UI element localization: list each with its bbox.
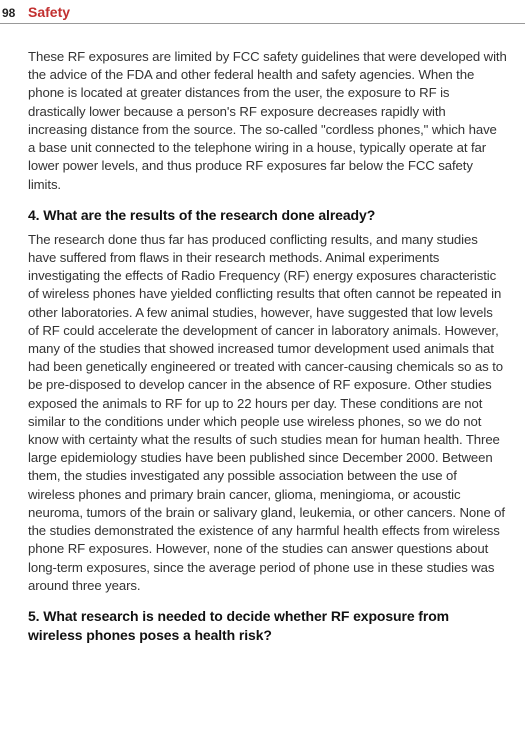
question-heading: 4. What are the results of the research …	[28, 206, 507, 225]
section-title: Safety	[28, 4, 70, 20]
page-number: 98	[0, 6, 28, 20]
question-heading: 5. What research is needed to decide whe…	[28, 607, 507, 645]
page-header: 98 Safety	[0, 0, 525, 20]
page-content: These RF exposures are limited by FCC sa…	[0, 24, 525, 645]
body-paragraph: These RF exposures are limited by FCC sa…	[28, 48, 507, 194]
body-paragraph: The research done thus far has produced …	[28, 231, 507, 595]
